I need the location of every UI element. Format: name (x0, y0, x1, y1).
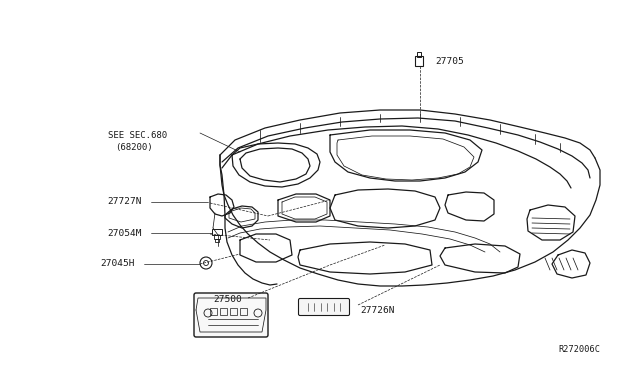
FancyBboxPatch shape (298, 298, 349, 315)
Bar (214, 235, 220, 239)
Text: 27500: 27500 (214, 295, 243, 304)
Bar (415, 56, 423, 66)
Bar (417, 52, 421, 57)
Bar (215, 239, 219, 242)
Bar (220, 308, 227, 315)
Text: 27727N: 27727N (107, 198, 141, 206)
Bar (212, 229, 222, 235)
Text: SEE SEC.680: SEE SEC.680 (108, 131, 167, 140)
Text: R272006C: R272006C (558, 345, 600, 354)
Bar (230, 308, 237, 315)
Text: 27045H: 27045H (100, 260, 134, 269)
Text: 27705: 27705 (435, 58, 464, 67)
Text: 27054M: 27054M (107, 228, 141, 237)
Bar (210, 308, 217, 315)
FancyBboxPatch shape (194, 293, 268, 337)
Text: 27726N: 27726N (360, 306, 394, 315)
Bar (240, 308, 247, 315)
Text: (68200): (68200) (115, 143, 152, 152)
